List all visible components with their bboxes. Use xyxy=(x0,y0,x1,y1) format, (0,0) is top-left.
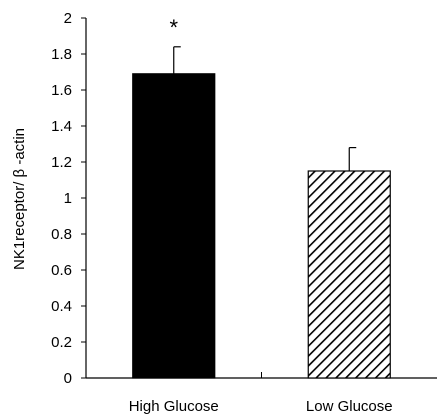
bar-low-glucose xyxy=(307,170,391,379)
category-label: High Glucose xyxy=(129,398,219,415)
bar-high-glucose xyxy=(132,73,216,379)
y-tick-label: 0.8 xyxy=(51,226,72,243)
bars xyxy=(132,73,391,379)
y-tick-label: 0.2 xyxy=(51,334,72,351)
error-bars xyxy=(173,46,357,171)
y-axis-label: NK1receptor/ β -actin xyxy=(11,128,28,270)
y-tick-label: 0 xyxy=(64,370,72,387)
y-tick-label: 0.6 xyxy=(51,262,72,279)
y-tick-label: 1.8 xyxy=(51,46,72,63)
y-tick-label: 1 xyxy=(64,190,72,207)
y-ticks: 0 0.2 0.4 0.6 0.8 1 1.2 1.4 1.6 1.8 2 xyxy=(51,10,86,387)
y-tick-label: 1.6 xyxy=(51,82,72,99)
y-tick-label: 0.4 xyxy=(51,298,72,315)
category-labels: High Glucose Low Glucose xyxy=(129,398,393,415)
significance-marks: * xyxy=(169,15,178,40)
y-tick-label: 2 xyxy=(64,10,72,27)
y-tick-label: 1.2 xyxy=(51,154,72,171)
y-tick-label: 1.4 xyxy=(51,118,72,135)
significance-asterisk: * xyxy=(169,15,178,40)
category-label: Low Glucose xyxy=(306,398,393,415)
